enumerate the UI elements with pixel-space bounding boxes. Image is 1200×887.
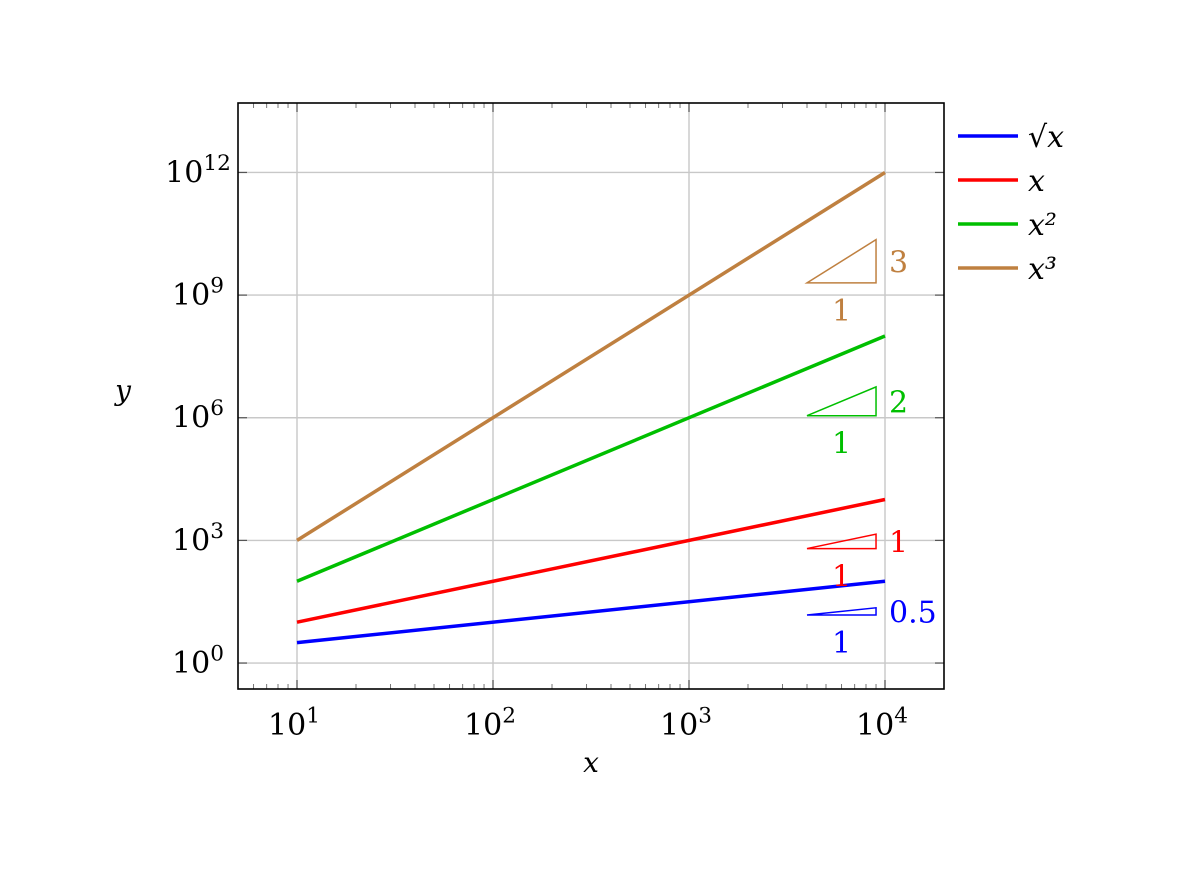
x-tick-label: 103	[660, 703, 712, 743]
series-line-linear	[296, 497, 886, 624]
slope-run-label: 1	[832, 427, 851, 462]
y-axis-label: y	[113, 374, 132, 407]
legend-label-linear: x	[1028, 164, 1045, 199]
series-line-square	[296, 334, 886, 583]
slope-rise-label: 3	[889, 245, 908, 280]
slope-triangles: 0.5 1 1 1 2 1 3 1	[804, 238, 937, 661]
x-axis-label: x	[583, 746, 599, 779]
y-tick-label: 103	[172, 519, 224, 559]
y-tick-label: 1012	[165, 151, 231, 191]
x-tick-label: 101	[268, 703, 320, 743]
legend-label-sqrt: √x	[1028, 120, 1064, 155]
y-tick-label: 100	[172, 641, 224, 681]
slope-run-label: 1	[832, 626, 851, 661]
plot-frame	[237, 102, 945, 690]
y-tick-label: 109	[172, 274, 224, 314]
slope-triangle-linear	[806, 533, 877, 550]
slope-rise-label: 0.5	[889, 595, 937, 630]
grid	[238, 103, 944, 689]
slope-rise-label: 1	[889, 525, 908, 560]
minor-ticks	[237, 103, 945, 689]
slope-run-label: 1	[832, 294, 851, 329]
slope-triangle-sqrt	[806, 606, 877, 616]
legend-label-cube: x³	[1028, 252, 1057, 287]
x-tick-label: 104	[856, 703, 908, 743]
tick-labels: 101 102 103 104 100 103 106 109 1012	[165, 151, 908, 743]
slope-run-label: 1	[832, 560, 851, 595]
series-line-cube	[296, 170, 886, 542]
slope-triangle-square	[806, 385, 877, 417]
major-ticks	[238, 103, 944, 689]
y-tick-label: 106	[172, 396, 224, 436]
slope-triangle-cube	[804, 238, 877, 284]
legend: √x x x² x³	[958, 120, 1064, 287]
series-line-sqrt	[296, 579, 886, 645]
x-tick-label: 102	[464, 703, 516, 743]
series-lines	[296, 170, 886, 645]
slope-rise-label: 2	[889, 385, 908, 420]
legend-label-square: x²	[1028, 208, 1057, 243]
